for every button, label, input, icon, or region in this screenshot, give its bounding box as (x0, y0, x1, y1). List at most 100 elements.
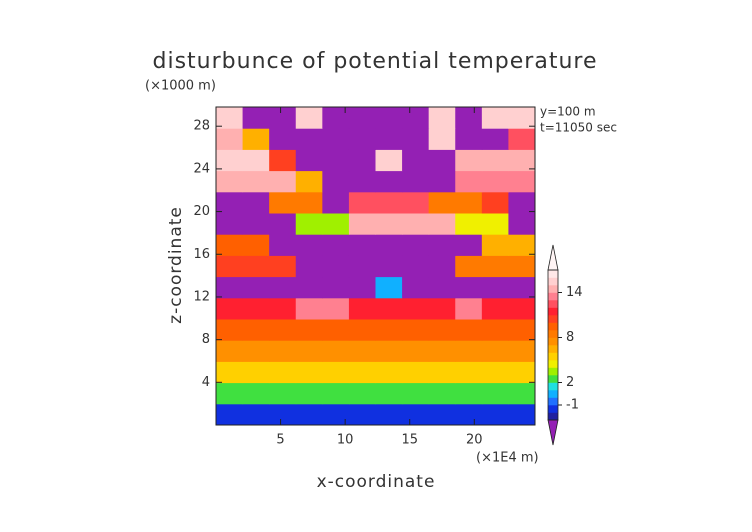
colorbar-tick-label: 8 (566, 330, 574, 345)
field-cell (348, 234, 376, 256)
colorbar-tick-label: -1 (566, 398, 579, 413)
colorbar-segment (548, 382, 558, 391)
field-cell (402, 361, 430, 384)
field-cell (402, 382, 430, 405)
field-cell (348, 213, 376, 235)
field-cell (428, 255, 456, 278)
field-cell (216, 170, 244, 193)
colorbar-tick-label: 2 (566, 375, 574, 390)
field-cell (242, 382, 270, 405)
field-cell (269, 340, 297, 362)
field-cell (508, 107, 536, 129)
colorbar-segment (548, 367, 558, 376)
field-cell (428, 382, 456, 405)
field-cell (269, 191, 297, 214)
field-cell (348, 276, 376, 299)
field-cell (216, 276, 244, 299)
field-cell (242, 234, 270, 256)
field-cell (242, 213, 270, 235)
field-cell (295, 382, 323, 405)
field-cell (481, 170, 509, 193)
field-cell (295, 361, 323, 384)
field-cell (322, 403, 350, 426)
field-cell (402, 297, 430, 320)
field-cell (508, 297, 536, 320)
field-cell (322, 319, 350, 341)
field-cell (481, 191, 509, 214)
field-cell (242, 149, 270, 172)
field-cell (242, 191, 270, 214)
field-cell (428, 213, 456, 235)
colorbar-extension-low (547, 419, 559, 446)
field-cell (348, 191, 376, 214)
field-cell (375, 128, 403, 150)
field-cell (455, 107, 483, 129)
colorbar-segment (548, 337, 558, 346)
colorbar-segment (548, 397, 558, 406)
field-cell (455, 361, 483, 384)
field-cell (428, 361, 456, 384)
field-cell (402, 234, 430, 256)
field-cell (375, 213, 403, 235)
field-cell (242, 107, 270, 129)
field-cell (348, 128, 376, 150)
y-tick-label: 28 (193, 119, 210, 134)
field-cell (428, 276, 456, 299)
field-cell (455, 149, 483, 172)
field-cell (269, 361, 297, 384)
colorbar-frame (547, 269, 559, 421)
field-cell (428, 234, 456, 256)
field-cell (269, 297, 297, 320)
colorbar-segment (548, 405, 558, 413)
field-cell (348, 297, 376, 320)
field-cell (402, 149, 430, 172)
field-cell (295, 128, 323, 150)
field-cell (269, 234, 297, 256)
field-cell (242, 403, 270, 426)
field-cell (375, 361, 403, 384)
colorbar-extension-high (547, 244, 559, 271)
field-cell (216, 234, 244, 256)
field-cell (348, 149, 376, 172)
field-cell (348, 255, 376, 278)
field-cell (508, 319, 536, 341)
field-cell (295, 234, 323, 256)
x-unit: (×1E4 m) (476, 451, 539, 466)
field-cell (322, 191, 350, 214)
field-cell (508, 128, 536, 150)
x-tick-label: 20 (466, 433, 483, 448)
field-cell (375, 234, 403, 256)
field-cell (242, 340, 270, 362)
field-cell (216, 213, 244, 235)
field-cell (481, 403, 509, 426)
x-tick-label: 5 (276, 433, 284, 448)
field-cell (348, 382, 376, 405)
field-cell (481, 297, 509, 320)
field-cell (295, 297, 323, 320)
field-cell (216, 149, 244, 172)
y-tick-label: 24 (193, 161, 210, 176)
field-cell (322, 340, 350, 362)
field-cell (295, 149, 323, 172)
field-cell (481, 213, 509, 235)
field-cell (375, 340, 403, 362)
colorbar-tick-label: 14 (566, 285, 583, 300)
field-cell (216, 319, 244, 341)
y-axis-label: z-coordinate (166, 206, 186, 324)
colorbar-segment (548, 375, 558, 383)
colorbar-segment (548, 315, 558, 323)
colorbar-segment (548, 292, 558, 301)
field-cell (508, 403, 536, 426)
field-cell (402, 213, 430, 235)
field-cell (216, 361, 244, 384)
colorbar-segment (548, 390, 558, 398)
field-cell (348, 340, 376, 362)
field-cell (216, 340, 244, 362)
field-cell (295, 170, 323, 193)
chart-title: disturbunce of potential temperature (153, 49, 598, 74)
field-cell (375, 255, 403, 278)
field-cell (295, 403, 323, 426)
x-axis-label: x-coordinate (317, 472, 436, 492)
field-cell (508, 170, 536, 193)
field-cell (481, 276, 509, 299)
